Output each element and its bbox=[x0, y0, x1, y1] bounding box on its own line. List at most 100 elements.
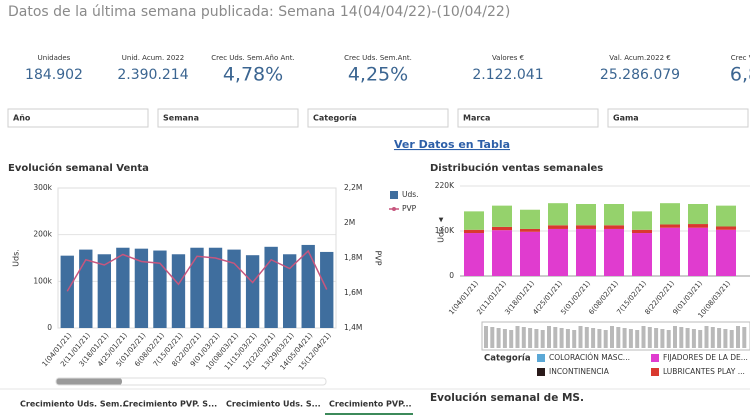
scroll-preview[interactable] bbox=[540, 330, 545, 348]
scroll-preview[interactable] bbox=[660, 329, 665, 348]
scroll-preview[interactable] bbox=[584, 327, 589, 348]
scroll-preview[interactable] bbox=[553, 327, 558, 348]
scroll-preview[interactable] bbox=[534, 329, 539, 348]
bar-segment bbox=[576, 204, 596, 226]
scroll-preview[interactable] bbox=[736, 326, 740, 348]
bar-segment bbox=[660, 227, 680, 276]
scroll-preview[interactable] bbox=[641, 326, 646, 348]
filter-label: Marca bbox=[463, 114, 490, 123]
legend-swatch bbox=[651, 368, 659, 376]
bar-segment bbox=[492, 226, 512, 231]
chart-title: Evolución semanal Venta bbox=[8, 162, 149, 174]
legend-title: Categoría bbox=[484, 354, 531, 364]
section-title: Evolución semanal de MS. bbox=[430, 392, 584, 404]
y-tick-label: 0 bbox=[449, 271, 454, 280]
scroll-preview[interactable] bbox=[502, 329, 507, 348]
scroll-preview[interactable] bbox=[710, 327, 715, 348]
legend-label[interactable]: LUBRICANTES PLAY ... bbox=[663, 367, 745, 376]
filter-box[interactable] bbox=[307, 108, 449, 128]
bar-segment bbox=[604, 204, 624, 226]
table-link[interactable]: Ver Datos en Tabla bbox=[394, 138, 510, 151]
legend-label[interactable]: COLORACIÓN MASC... bbox=[549, 353, 630, 362]
scroll-preview[interactable] bbox=[635, 330, 640, 348]
kpi-value: 6,8 bbox=[730, 64, 750, 86]
scroll-preview[interactable] bbox=[622, 328, 627, 348]
bar-segment bbox=[660, 224, 680, 228]
bar-segment bbox=[660, 203, 680, 225]
legend-label[interactable]: FIJADORES DE LA DE... bbox=[663, 353, 748, 362]
scroll-preview[interactable] bbox=[597, 329, 602, 348]
scroll-preview[interactable] bbox=[679, 327, 684, 348]
y-tick-label: 0 bbox=[47, 323, 52, 332]
scroll-preview[interactable] bbox=[515, 326, 520, 348]
scroll-preview[interactable] bbox=[628, 329, 633, 348]
tab[interactable]: Crecimiento PVP... bbox=[329, 400, 412, 409]
scroll-preview[interactable] bbox=[578, 326, 583, 348]
kpi-value: 4,25% bbox=[348, 64, 408, 86]
y2-tick-label: 2,2M bbox=[344, 183, 362, 192]
scroll-preview[interactable] bbox=[742, 327, 747, 348]
kpi-value: 184.902 bbox=[25, 67, 83, 83]
tab[interactable]: Crecimiento PVP. S... bbox=[123, 400, 217, 409]
scroll-preview[interactable] bbox=[490, 327, 495, 348]
scroll-preview[interactable] bbox=[572, 330, 577, 348]
bar bbox=[264, 246, 278, 328]
scroll-preview[interactable] bbox=[723, 329, 728, 348]
legend-label[interactable]: PVP bbox=[402, 204, 417, 213]
bar-segment bbox=[604, 228, 624, 276]
filter-label: Gama bbox=[613, 114, 639, 123]
scroll-preview[interactable] bbox=[654, 328, 659, 348]
bar bbox=[79, 249, 93, 328]
bar bbox=[153, 250, 167, 328]
scroll-preview[interactable] bbox=[484, 326, 488, 348]
filter-box[interactable] bbox=[157, 108, 299, 128]
bar-segment bbox=[576, 225, 596, 229]
kpi-value: 4,78% bbox=[223, 64, 283, 86]
bar bbox=[320, 251, 334, 328]
bar bbox=[282, 254, 297, 328]
filter-box[interactable] bbox=[457, 108, 599, 128]
scroll-preview[interactable] bbox=[610, 326, 614, 348]
scroll-preview[interactable] bbox=[565, 329, 570, 348]
y-tick-label: 200k bbox=[33, 230, 52, 239]
scroll-preview[interactable] bbox=[528, 328, 533, 348]
scroll-preview[interactable] bbox=[509, 330, 514, 348]
filter-label: Semana bbox=[163, 114, 199, 123]
scroll-preview[interactable] bbox=[616, 327, 621, 348]
scroll-preview[interactable] bbox=[603, 330, 608, 348]
sort-icon[interactable]: ▼ bbox=[439, 217, 444, 224]
bar-segment bbox=[464, 229, 484, 234]
scroll-preview[interactable] bbox=[666, 330, 671, 348]
legend-label[interactable]: INCONTINENCIA bbox=[549, 367, 610, 376]
legend-swatch bbox=[651, 354, 659, 362]
scroll-preview[interactable] bbox=[591, 328, 596, 348]
scroll-preview[interactable] bbox=[698, 330, 703, 348]
y-axis-label: Uds. bbox=[437, 225, 446, 243]
scroll-preview[interactable] bbox=[685, 328, 690, 348]
tab[interactable]: Crecimiento Uds. S... bbox=[226, 400, 321, 409]
scroll-preview[interactable] bbox=[729, 330, 734, 348]
scroll-preview[interactable] bbox=[496, 328, 501, 348]
tab[interactable]: Crecimiento Uds. Sem... bbox=[20, 400, 128, 409]
scroll-preview[interactable] bbox=[647, 327, 652, 348]
page-title: Datos de la última semana publicada: Sem… bbox=[8, 4, 510, 20]
scroll-preview[interactable] bbox=[559, 328, 564, 348]
scroll-preview[interactable] bbox=[673, 326, 677, 348]
scrollbar[interactable] bbox=[56, 378, 122, 385]
bar-segment bbox=[716, 229, 736, 276]
bar-segment bbox=[520, 209, 540, 229]
y-axis-label: Uds. bbox=[12, 249, 21, 267]
scroll-preview[interactable] bbox=[691, 329, 696, 348]
scroll-preview[interactable] bbox=[704, 326, 709, 348]
bar-segment bbox=[716, 226, 736, 230]
bar-segment bbox=[520, 231, 540, 276]
scroll-preview[interactable] bbox=[717, 328, 722, 348]
scroll-preview[interactable] bbox=[547, 326, 551, 348]
scroll-preview[interactable] bbox=[521, 327, 526, 348]
kpi-label: Unid. Acum. 2022 bbox=[122, 54, 184, 62]
scroll-window[interactable] bbox=[481, 321, 750, 351]
legend-label[interactable]: Uds. bbox=[402, 190, 419, 199]
filter-box[interactable] bbox=[7, 108, 149, 128]
kpi-value: 25.286.079 bbox=[600, 67, 680, 83]
filter-box[interactable] bbox=[607, 108, 749, 128]
